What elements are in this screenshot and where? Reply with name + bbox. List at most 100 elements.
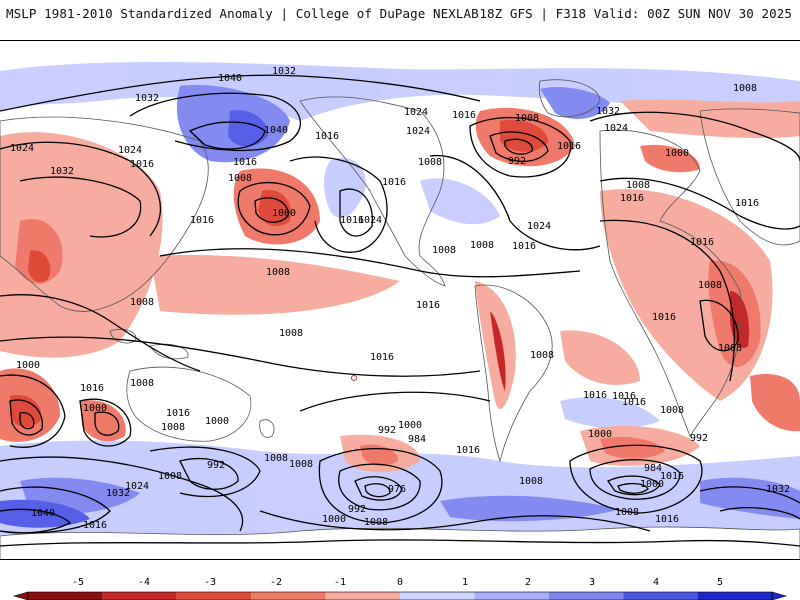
isobar-label: 1016: [690, 237, 714, 248]
isobar-label: 1024: [406, 126, 430, 137]
isobar-label: 1016: [620, 193, 644, 204]
colorbar-tick-label: -2: [270, 577, 282, 588]
colorbar-swatch: [697, 592, 772, 600]
isobar-label: 1016: [83, 520, 107, 531]
isobar-label: 1000: [83, 403, 107, 414]
coastlines: [0, 79, 800, 559]
isobar-label: 1016: [80, 383, 104, 394]
isobar-label: 1024: [125, 481, 149, 492]
isobar-label: 1000: [322, 514, 346, 525]
isobar-label: 1008: [289, 459, 313, 470]
isobar-label: 1008: [130, 378, 154, 389]
header-left-title: MSLP 1981-2010 Standardized Anomaly | Co…: [6, 6, 479, 21]
isobar-label: 1016: [456, 445, 480, 456]
isobar-label: 1008: [660, 405, 684, 416]
isobar-label: 992: [207, 460, 225, 471]
isobar-label: 1008: [515, 113, 539, 124]
isobar-label: 1016: [452, 110, 476, 121]
isobar-label: 1032: [106, 488, 130, 499]
isobar-label: 1032: [135, 93, 159, 104]
isobar-label: 1016: [233, 157, 257, 168]
colorbar-tick-label: -1: [334, 577, 346, 588]
isobar-label: 1016: [315, 131, 339, 142]
colorbar-tick-label: -3: [204, 577, 216, 588]
isobar-label: 1040: [218, 73, 242, 84]
colorbar-tick-label: -4: [138, 577, 150, 588]
isobar-label: 1000: [16, 360, 40, 371]
isobar-label: 976: [388, 484, 406, 495]
colorbar-tick-label: 2: [525, 577, 531, 588]
colorbar-swatch: [623, 592, 698, 600]
isobar-label: 1000: [588, 429, 612, 440]
isobar-label: 1016: [416, 300, 440, 311]
isobar-label: 1008: [530, 350, 554, 361]
colorbar-tick-label: 5: [717, 577, 723, 588]
isobar-label: 1008: [228, 173, 252, 184]
isobar-label: 1008: [470, 240, 494, 251]
negative-anomaly-shading: [0, 99, 800, 473]
isobar-label: 1016: [557, 141, 581, 152]
isobar-label: 1000: [205, 416, 229, 427]
isobar-label: 1000: [272, 208, 296, 219]
colorbar-tick-label: 1: [462, 577, 468, 588]
isobar-label: 1032: [766, 484, 790, 495]
isobar-label: 1040: [31, 508, 55, 519]
colorbar-swatch: [102, 592, 177, 600]
isobar-label: 1000: [665, 148, 689, 159]
isobar-label: 1016: [652, 312, 676, 323]
isobar-label: 984: [408, 434, 426, 445]
colorbar-swatch: [251, 592, 326, 600]
isobar-label: 1008: [615, 507, 639, 518]
isobar-label: 1016: [622, 397, 646, 408]
isobar-label: 1016: [190, 215, 214, 226]
colorbar-swatch: [400, 592, 475, 600]
colorbar-max-arrow: [771, 591, 788, 600]
isobar-label: 1008: [418, 157, 442, 168]
isobar-label: 984: [644, 463, 662, 474]
isobar-label: 1008: [733, 83, 757, 94]
isobar-label: 1024: [404, 107, 428, 118]
isobar-label: 1008: [364, 517, 388, 528]
colorbar-swatch: [28, 592, 103, 600]
colorbar-tick-label: 4: [653, 577, 659, 588]
colorbar-tick-label: 3: [589, 577, 595, 588]
isobar-label: 1008: [698, 280, 722, 291]
colorbar-swatch: [474, 592, 549, 600]
colorbar-tick-label: 0: [397, 577, 403, 588]
isobar-label: 1008: [130, 297, 154, 308]
isobar-label: 1008: [264, 453, 288, 464]
isobar-label: 1016: [130, 159, 154, 170]
isobar-label: 1008: [158, 471, 182, 482]
colorbar-min-arrow: [12, 591, 29, 600]
map-panel[interactable]: 1032 1040 1032 1024 1032 1024 1016 1016 1016 1008…: [0, 40, 800, 560]
isobar-label: 1024: [604, 123, 628, 134]
isobar-label: 1016: [340, 215, 364, 226]
low-center-marker: [351, 375, 357, 381]
colorbar-swatch: [548, 592, 624, 600]
isobar-label: 992: [508, 156, 526, 167]
isobar-label: 992: [348, 504, 366, 515]
header-right-valid-time: 18Z GFS | F318 Valid: 00Z SUN NOV 30 202…: [479, 6, 792, 21]
colorbar-swatch: [325, 592, 400, 600]
isobar-label: 992: [378, 425, 396, 436]
isobars: [0, 74, 800, 547]
isobar-label: 1008: [519, 476, 543, 487]
isobar-label: 1000: [398, 420, 422, 431]
isobar-label: 1008: [266, 267, 290, 278]
isobar-label: 1000: [640, 479, 664, 490]
isobar-label: 1024: [118, 145, 142, 156]
isobar-label: 1016: [612, 391, 636, 402]
isobar-label: 1016: [166, 408, 190, 419]
isobar-label: 1016: [655, 514, 679, 525]
isobar-label: 1008: [432, 245, 456, 256]
isobar-label: 1008: [718, 343, 742, 354]
colorbar-frame: [27, 591, 773, 600]
isobar-label: 1024: [358, 215, 382, 226]
isobar-label: 1008: [626, 180, 650, 191]
isobar-label: 1024: [527, 221, 551, 232]
isobar-label: 1008: [279, 328, 303, 339]
isobar-label: 1016: [382, 177, 406, 188]
isobar-label: 1040: [264, 125, 288, 136]
